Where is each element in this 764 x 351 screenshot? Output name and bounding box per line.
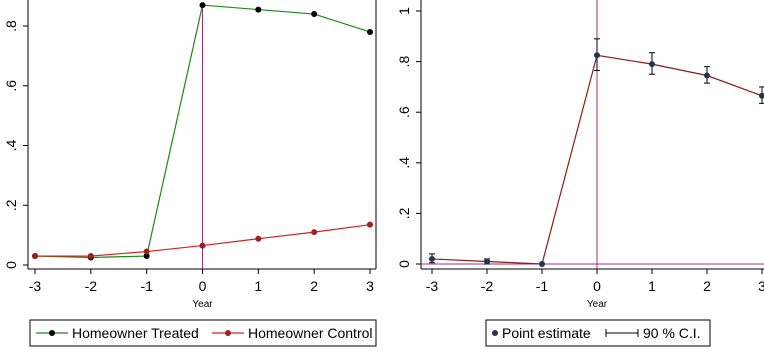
data-point: [649, 61, 655, 68]
y-tick-label: .4: [396, 157, 412, 169]
x-tick-label: -3: [29, 278, 42, 294]
data-point: [594, 52, 600, 59]
legend-label-control: Homeowner Control: [248, 325, 373, 341]
data-point: [367, 28, 373, 35]
data-point: [484, 258, 490, 265]
data-point: [143, 253, 150, 260]
data-point: [704, 72, 710, 79]
legend-swatch-marker: [49, 330, 55, 336]
x-axis-title: Year: [192, 299, 213, 310]
x-tick-label: -2: [85, 278, 98, 294]
legend-label-point: Point estimate: [502, 325, 591, 341]
legend-box: [29, 319, 377, 347]
x-tick-label: 0: [199, 278, 207, 294]
y-tick-label: .8: [396, 56, 412, 68]
legend-box: [485, 319, 711, 347]
legend-swatch-marker: [225, 330, 231, 336]
x-tick-label: -2: [481, 278, 494, 294]
x-tick-label: 1: [648, 278, 656, 294]
y-tick-label: .8: [3, 20, 19, 32]
panel-1: -3 -2 -1 0 1 2 3 0 .2 .4 .6 .8 Year Homeowner Treated…: [3, 0, 377, 347]
x-axis-title: Year: [587, 299, 608, 310]
legend-swatch-marker: [492, 330, 498, 336]
legend: Point estimate 90 % C.I.: [485, 319, 711, 347]
data-point: [311, 229, 318, 236]
data-point: [143, 248, 150, 255]
x-tick-label: 1: [254, 278, 262, 294]
data-point: [367, 221, 373, 228]
data-point: [255, 235, 262, 242]
data-point: [759, 92, 764, 99]
data-point: [429, 255, 435, 262]
y-tick-label: .2: [396, 207, 412, 219]
panel-2: -3 -2 -1 0 1 2 3 0 .2 .4 .6 .8 1 Year Point estimate 90…: [396, 0, 764, 347]
y-tick-label: .6: [3, 80, 19, 92]
y-tick-label: .4: [3, 139, 19, 151]
x-tick-label: -3: [426, 278, 439, 294]
x-tick-label: -1: [140, 278, 153, 294]
legend-label-treated: Homeowner Treated: [72, 325, 199, 341]
y-tick-label: 1: [396, 7, 412, 15]
y-tick-label: .2: [3, 199, 19, 211]
legend: Homeowner Treated Homeowner Control: [29, 319, 377, 347]
x-tick-label: 2: [310, 278, 318, 294]
data-point: [199, 2, 206, 9]
x-tick-label: -1: [536, 278, 549, 294]
y-tick-label: .6: [396, 106, 412, 118]
data-point: [311, 11, 318, 18]
y-tick-label: 0: [396, 260, 412, 268]
data-point: [87, 253, 94, 260]
legend-label-ci: 90 % C.I.: [643, 325, 701, 341]
x-tick-label: 3: [366, 278, 374, 294]
data-point: [32, 253, 38, 260]
data-point: [255, 6, 262, 13]
data-point: [199, 242, 206, 249]
x-tick-label: 2: [703, 278, 711, 294]
y-tick-label: 0: [3, 261, 19, 269]
data-point: [539, 261, 545, 267]
x-tick-label: 0: [593, 278, 601, 294]
x-tick-label: 3: [758, 278, 764, 294]
